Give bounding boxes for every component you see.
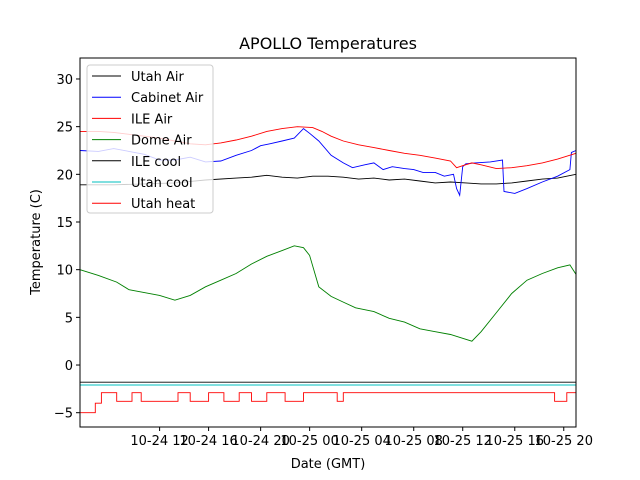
y-axis: −5 0 5 10 15 20 25 30 (54, 73, 80, 422)
x-tick-label: 10-25 12 (433, 434, 491, 449)
y-tick-label: 5 (65, 311, 73, 326)
legend-items: Utah Air Cabinet Air ILE Air Dome Air ILE co… (92, 70, 204, 212)
legend-label-utah-heat: Utah heat (131, 197, 195, 212)
x-tick-label: 10-25 16 (486, 434, 544, 449)
plot-border (79, 57, 577, 428)
x-tick-label: 10-25 04 (332, 434, 390, 449)
x-axis-label: Date (GMT) (291, 457, 366, 472)
series-line-utah-heat (80, 392, 577, 414)
y-tick-label: 15 (56, 216, 73, 231)
series-line-dome-air (79, 245, 577, 342)
y-tick-label: 30 (56, 73, 73, 88)
y-tick-label: −5 (54, 407, 73, 422)
legend-label-utah-air: Utah Air (131, 70, 184, 85)
x-tick-label: 10-24 16 (179, 434, 237, 449)
x-tick-label: 10-25 00 (280, 434, 338, 449)
legend-label-dome-air: Dome Air (131, 134, 192, 149)
y-tick-label: 25 (56, 121, 73, 136)
y-tick-label: 20 (56, 168, 73, 183)
y-axis-label: Temperature (C) (29, 189, 44, 296)
y-tick-label: 10 (56, 264, 73, 279)
x-tick-label: 10-25 20 (535, 434, 593, 449)
legend-box (86, 64, 214, 214)
y-tick-label: 0 (65, 359, 73, 374)
legend-label-ile-air: ILE Air (131, 112, 173, 127)
x-tick-label: 10-24 20 (231, 434, 289, 449)
legend-label-cabinet-air: Cabinet Air (131, 91, 204, 106)
legend-label-utah-cool: Utah cool (131, 176, 193, 191)
chart-title: APOLLO Temperatures (239, 34, 417, 53)
legend: Utah Air Cabinet Air ILE Air Dome Air ILE co… (86, 64, 214, 214)
x-tick-label: 10-24 12 (130, 434, 188, 449)
x-tick-label: 10-25 08 (385, 434, 443, 449)
legend-label-ile-cool: ILE cool (131, 155, 181, 170)
